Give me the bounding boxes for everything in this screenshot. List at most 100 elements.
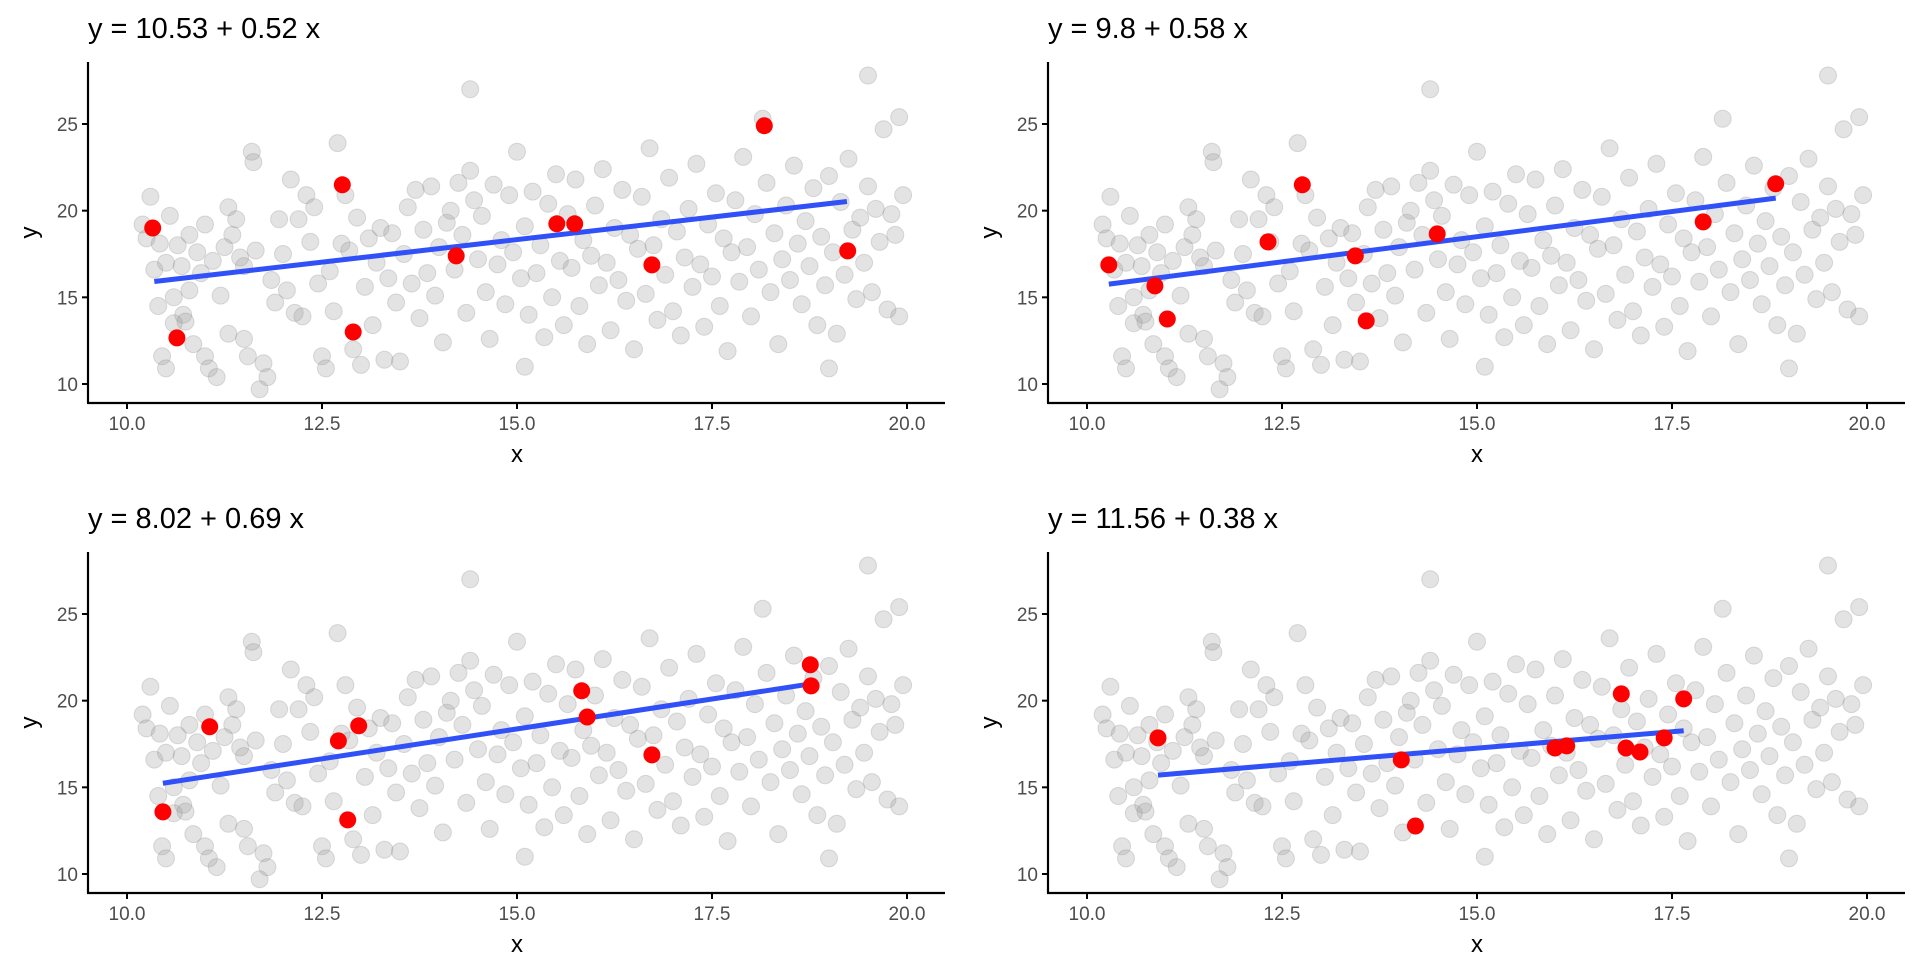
background-point (788, 724, 807, 743)
background-point (1257, 186, 1276, 205)
background-point (1440, 819, 1459, 838)
background-point (305, 198, 324, 217)
background-point (543, 778, 562, 797)
background-point (215, 728, 234, 747)
background-point (640, 139, 659, 158)
background-point (1475, 707, 1494, 726)
background-point (242, 142, 261, 161)
background-point (1452, 721, 1471, 740)
highlight-point (801, 656, 819, 674)
background-point (1495, 818, 1514, 837)
background-point (422, 177, 441, 196)
fit-line (162, 681, 812, 786)
background-point (1834, 120, 1853, 139)
background-point (1807, 290, 1826, 309)
background-point (1596, 774, 1615, 793)
background-point (1296, 676, 1315, 695)
background-point (383, 714, 402, 733)
background-point (262, 271, 281, 289)
background-point (550, 251, 569, 270)
panel-title: y = 9.8 + 0.58 x (1048, 13, 1248, 45)
background-point (1288, 134, 1307, 153)
background-point (1815, 253, 1834, 272)
background-point (1651, 255, 1670, 274)
plot-area: 10.0 12.5 15.0 17.5 20.0 10 15 20 25 x y (976, 552, 1905, 958)
background-point (691, 745, 710, 764)
background-point (613, 180, 632, 199)
background-point (632, 677, 651, 696)
highlight-point (573, 682, 591, 700)
background-point (519, 305, 538, 324)
x-tick-label: 15.0 (1459, 904, 1496, 925)
background-point (1432, 206, 1451, 225)
background-point (137, 719, 156, 738)
background-point (578, 335, 597, 354)
highlight-point (447, 247, 465, 265)
background-point (270, 210, 289, 229)
background-point (539, 684, 558, 703)
background-point (1475, 847, 1494, 866)
background-point (890, 797, 909, 816)
y-tick-label: 10 (1017, 865, 1038, 886)
background-point (1245, 793, 1264, 812)
background-point (1682, 243, 1701, 262)
background-point (1803, 710, 1822, 729)
x-tick-label: 12.5 (1264, 414, 1301, 435)
background-point (480, 819, 499, 838)
background-point (1748, 724, 1767, 743)
background-point (1093, 215, 1112, 234)
background-point (1772, 227, 1791, 246)
background-point (1124, 314, 1143, 333)
background-point (831, 683, 850, 701)
background-point (297, 186, 316, 205)
background-point (687, 154, 706, 173)
background-point (1292, 234, 1311, 253)
background-point (1600, 629, 1619, 648)
highlight-point (1392, 751, 1410, 769)
background-point (1647, 644, 1666, 663)
background-point (1210, 380, 1229, 399)
background-point (219, 198, 238, 217)
background-point (1187, 210, 1206, 229)
background-point (769, 825, 788, 844)
background-point (227, 700, 246, 719)
background-point (149, 297, 168, 315)
background-point (1822, 773, 1841, 792)
background-point (882, 695, 901, 714)
background-point (391, 842, 409, 861)
background-point (1366, 670, 1385, 689)
background-point (1585, 340, 1603, 359)
background-point (621, 715, 640, 734)
background-point (687, 644, 706, 663)
background-point (1830, 232, 1849, 251)
background-point (1444, 175, 1463, 194)
background-point (730, 272, 749, 291)
background-point (235, 747, 253, 766)
highlight-point (1100, 256, 1118, 274)
background-point (383, 224, 402, 243)
background-point (1351, 352, 1369, 371)
background-point (738, 238, 757, 257)
background-point (1631, 326, 1650, 345)
background-point (566, 170, 585, 189)
background-point (274, 245, 292, 263)
background-point (402, 274, 421, 293)
background-point (1846, 715, 1865, 734)
background-point (1393, 333, 1412, 352)
panel-1: y = 10.53 + 0.52 x 10.0 12.5 15.0 17.5 20.01… (16, 13, 945, 468)
background-point (1682, 733, 1701, 752)
background-point (1627, 222, 1646, 241)
background-point (1440, 329, 1459, 348)
background-point (1300, 731, 1319, 750)
background-point (765, 714, 784, 733)
background-point (379, 759, 398, 778)
background-point (535, 818, 554, 837)
background-point (293, 307, 312, 326)
background-point (500, 186, 519, 205)
background-point (550, 741, 569, 760)
y-tick-label: 20 (57, 692, 78, 713)
background-point (566, 660, 585, 679)
background-point (496, 785, 515, 804)
background-point (1760, 747, 1779, 766)
background-point (1760, 257, 1779, 276)
